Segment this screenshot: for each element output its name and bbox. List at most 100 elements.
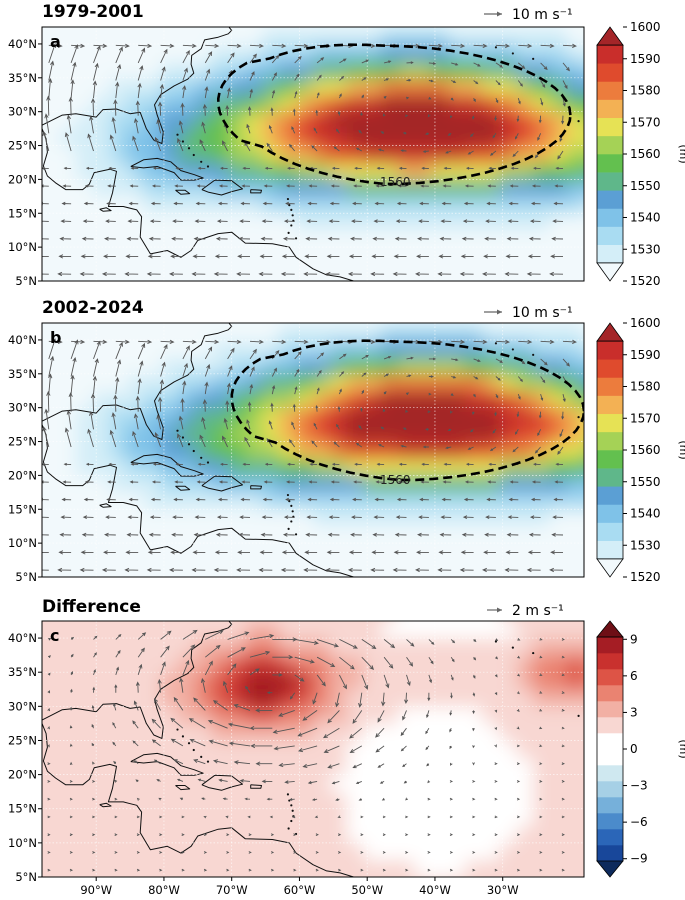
field-cell bbox=[296, 264, 314, 281]
wind-arrow bbox=[181, 868, 185, 872]
field-cell bbox=[109, 509, 128, 527]
field-cell bbox=[313, 111, 331, 130]
wind-arrow bbox=[459, 567, 474, 573]
wind-arrow bbox=[416, 550, 429, 555]
wind-arrow bbox=[394, 236, 407, 241]
wind-arrow bbox=[137, 647, 145, 658]
wind-arrow bbox=[531, 480, 541, 484]
field-cell bbox=[482, 179, 500, 197]
field-cell bbox=[346, 424, 365, 443]
wind-arrow bbox=[149, 515, 161, 520]
field-cell bbox=[194, 0, 212, 11]
field-cell bbox=[58, 162, 77, 180]
colorbar-tick-label: 9 bbox=[630, 632, 638, 646]
wind-arrow bbox=[222, 797, 228, 801]
field-cell bbox=[228, 526, 246, 544]
field-cell bbox=[245, 689, 263, 707]
field-cell bbox=[448, 111, 467, 130]
field-cell bbox=[397, 441, 416, 460]
field-cell bbox=[465, 0, 483, 11]
wind-arrow bbox=[361, 59, 370, 64]
lat-tick-label: 5°N bbox=[15, 274, 37, 288]
field-cell bbox=[92, 543, 111, 561]
field-cell bbox=[431, 859, 450, 877]
field-cell bbox=[533, 373, 551, 392]
field-cell bbox=[160, 689, 179, 707]
field-cell bbox=[431, 774, 450, 793]
field-cell bbox=[76, 577, 94, 595]
field-cell bbox=[228, 373, 246, 392]
wind-arrow bbox=[467, 150, 474, 155]
wind-arrow bbox=[308, 480, 318, 484]
field-cell bbox=[279, 356, 297, 375]
lon-tick-label: 30°W bbox=[487, 883, 519, 897]
colorbar-segment bbox=[597, 431, 623, 451]
wind-arrow bbox=[270, 868, 275, 872]
island-dot bbox=[294, 237, 298, 240]
field-cell bbox=[211, 723, 229, 742]
field-cell bbox=[92, 373, 111, 392]
field-cell bbox=[380, 145, 399, 164]
field-cell bbox=[533, 638, 551, 656]
field-cell bbox=[228, 264, 246, 281]
wind-arrow bbox=[263, 184, 273, 188]
field-cell bbox=[109, 441, 128, 460]
wind-arrow bbox=[69, 761, 73, 766]
field-cell bbox=[516, 689, 534, 707]
field-cell bbox=[347, 587, 365, 605]
wind-arrow bbox=[48, 339, 63, 345]
field-cell bbox=[177, 560, 196, 577]
field-cell bbox=[346, 94, 365, 113]
field-cell bbox=[109, 128, 128, 147]
wind-arrow bbox=[115, 634, 122, 640]
wind-arrow bbox=[292, 108, 296, 116]
field-cell bbox=[397, 740, 416, 759]
wind-arrow bbox=[428, 43, 443, 49]
wind-arrow bbox=[331, 462, 340, 466]
wind-arrow bbox=[138, 43, 153, 49]
wind-arrow bbox=[44, 113, 50, 134]
wind-arrow bbox=[115, 666, 120, 676]
wind-arrow bbox=[561, 833, 565, 837]
field-cell bbox=[194, 740, 212, 759]
wind-arrow bbox=[449, 815, 454, 819]
field-cell bbox=[110, 894, 128, 900]
field-cell bbox=[194, 323, 212, 324]
field-cell bbox=[465, 842, 483, 861]
wind-arrow bbox=[146, 271, 161, 277]
field-cell bbox=[482, 774, 500, 793]
field-cell bbox=[177, 638, 196, 656]
gridlines bbox=[42, 323, 584, 577]
wind-arrow bbox=[333, 441, 340, 448]
wind-arrow bbox=[68, 96, 73, 116]
field-cell bbox=[431, 323, 450, 324]
coast-line bbox=[259, 299, 296, 316]
wind-arrow bbox=[427, 114, 431, 118]
field-cell bbox=[92, 94, 111, 113]
wind-arrow bbox=[451, 62, 459, 66]
field-cell bbox=[329, 441, 348, 460]
field-cell bbox=[499, 407, 517, 426]
field-cell bbox=[499, 492, 517, 510]
wind-arrow bbox=[239, 778, 251, 783]
wind-arrow bbox=[338, 674, 347, 690]
wind-arrow bbox=[244, 797, 251, 801]
field-cell bbox=[245, 179, 263, 197]
field-cell bbox=[465, 706, 483, 724]
field-cell bbox=[279, 706, 297, 724]
field-cell bbox=[245, 560, 263, 577]
wind-arrow bbox=[170, 550, 183, 555]
wind-arrow bbox=[561, 780, 565, 783]
wind-arrow bbox=[225, 400, 230, 412]
wind-arrow bbox=[379, 781, 385, 784]
colorbar-segment bbox=[597, 413, 623, 433]
field-cell bbox=[397, 672, 416, 690]
coast-line bbox=[42, 424, 354, 577]
wind-arrow bbox=[512, 446, 519, 453]
field-cell bbox=[75, 842, 94, 861]
field-cell bbox=[92, 424, 111, 443]
field-cell bbox=[347, 298, 365, 316]
field-cell bbox=[109, 723, 128, 742]
field-cell bbox=[449, 0, 467, 11]
